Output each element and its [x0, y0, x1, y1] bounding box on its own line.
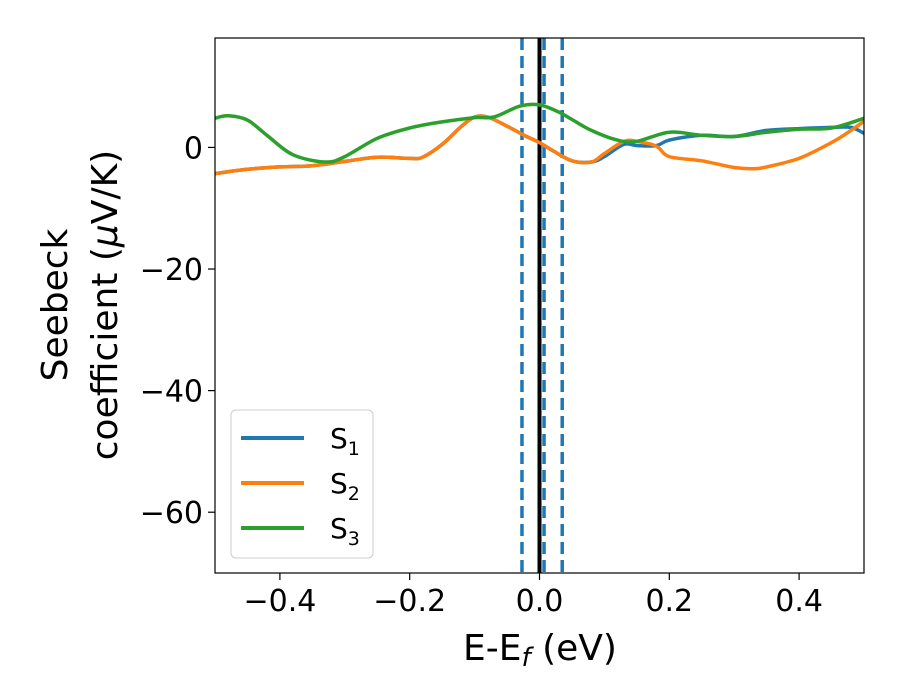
y-axis-label: Seebeck coefficient (μV/K) — [35, 150, 126, 460]
x-axis-label: E-Ef (eV) — [463, 628, 617, 673]
legend-label-s3: S3 — [330, 512, 360, 550]
y-axis-label-line1: Seebeck — [35, 228, 76, 381]
legend-label-s1: S1 — [330, 422, 360, 460]
y-axis: 0 −20 −40 −60 — [140, 131, 215, 531]
y-tick-label: −20 — [140, 253, 203, 288]
x-tick-label: 0.0 — [516, 584, 564, 619]
x-tick-label: −0.2 — [373, 584, 446, 619]
x-tick-label: −0.4 — [243, 584, 316, 619]
series-line-s2 — [215, 114, 864, 176]
reference-lines — [520, 38, 564, 573]
series-lines — [215, 102, 864, 176]
legend-label-s2: S2 — [330, 467, 360, 505]
x-tick-label: 0.2 — [645, 584, 693, 619]
x-tick-label: 0.4 — [775, 584, 823, 619]
series-line-s3 — [215, 102, 864, 164]
y-axis-label-line2: coefficient (μV/K) — [85, 150, 126, 460]
y-tick-label: 0 — [184, 131, 203, 166]
y-tick-label: −40 — [140, 375, 203, 410]
x-axis: −0.4 −0.2 0.0 0.2 0.4 — [243, 573, 823, 619]
legend: S1 S2 S3 — [230, 409, 374, 559]
y-tick-label: −60 — [140, 496, 203, 531]
